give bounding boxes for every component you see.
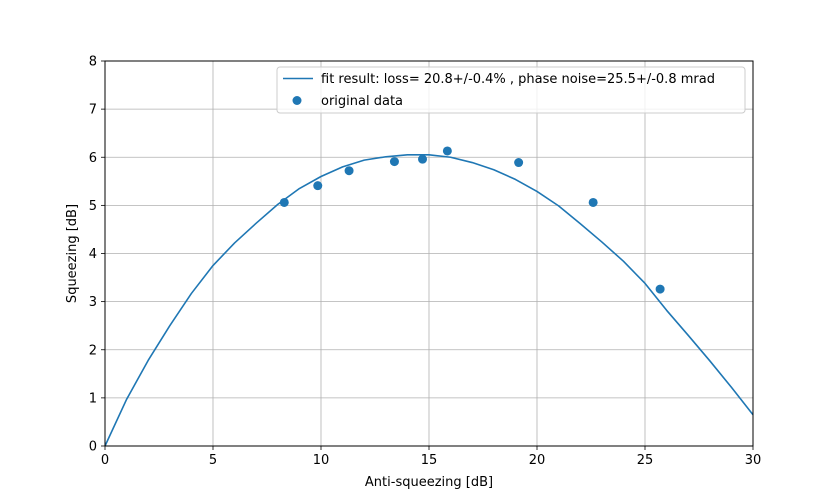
- legend: fit result: loss= 20.8+/-0.4% , phase no…: [276, 66, 746, 114]
- legend-label-data: original data: [321, 94, 403, 109]
- data-point: [514, 158, 524, 168]
- legend-box: [276, 66, 746, 114]
- data-point: [313, 181, 323, 191]
- y-tick-label: 7: [89, 103, 97, 118]
- y-tick-label: 1: [89, 391, 97, 406]
- series-layer: [104, 146, 754, 447]
- x-tick-label: 15: [421, 453, 438, 468]
- data-point: [389, 157, 399, 167]
- data-point: [279, 197, 289, 207]
- y-tick-label: 4: [89, 247, 97, 262]
- y-tick-label: 0: [89, 440, 97, 455]
- data-point: [442, 146, 452, 156]
- legend-scatter-marker: [292, 96, 302, 105]
- data-point: [655, 284, 665, 294]
- y-tick-label: 5: [89, 199, 97, 214]
- data-point: [588, 197, 598, 207]
- x-tick-label: 30: [745, 453, 762, 468]
- y-axis-label: Squeezing [dB]: [65, 204, 80, 303]
- x-axis-label: Anti-squeezing [dB]: [365, 475, 493, 490]
- x-tick-label: 25: [637, 453, 654, 468]
- legend-label-fit: fit result: loss= 20.8+/-0.4% , phase no…: [321, 72, 715, 87]
- x-tick-label: 20: [529, 453, 546, 468]
- ticks: 0 5 10 15 20 25 30 0 1 2 3 4 5 6 7 8: [89, 55, 762, 469]
- fit-curve: [104, 154, 754, 447]
- y-tick-label: 3: [89, 295, 97, 310]
- y-tick-label: 6: [89, 151, 97, 166]
- x-tick-label: 0: [101, 453, 109, 468]
- data-point: [344, 166, 354, 176]
- x-tick-label: 5: [209, 453, 217, 468]
- data-point: [418, 154, 428, 164]
- x-tick-label: 10: [313, 453, 330, 468]
- y-tick-label: 2: [89, 343, 97, 358]
- y-tick-label: 8: [89, 55, 97, 70]
